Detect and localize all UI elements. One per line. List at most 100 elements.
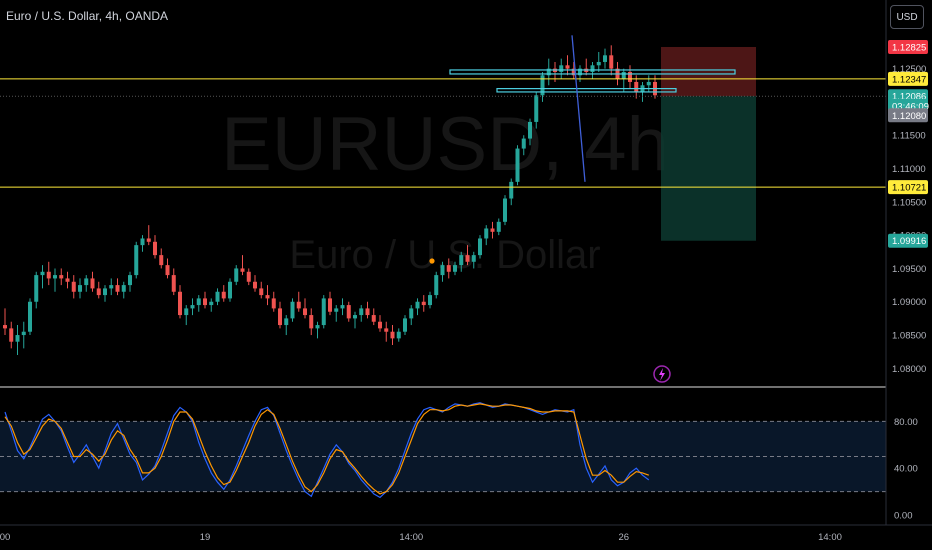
candle-body <box>159 255 164 266</box>
candle-body <box>196 298 201 306</box>
candle-body <box>571 68 576 76</box>
price-tick-label: 1.09500 <box>892 264 926 275</box>
price-tick-label: 1.08000 <box>892 364 926 375</box>
candle-body <box>403 318 407 332</box>
price-tag-label: 03:46:09 <box>892 101 929 112</box>
candle-body <box>215 291 220 302</box>
candle-body <box>259 288 264 296</box>
candle-body <box>96 288 101 296</box>
candle-body <box>346 305 351 319</box>
candle-body <box>46 271 51 279</box>
candle-body <box>453 265 457 272</box>
candle-body <box>415 301 420 309</box>
candle-body <box>428 295 432 306</box>
currency-button[interactable]: USD <box>890 5 924 29</box>
stop-loss-zone <box>661 46 756 97</box>
candle-body <box>328 298 332 312</box>
candle-body <box>153 241 157 256</box>
candle-body <box>59 275 64 279</box>
candle-body <box>634 81 639 92</box>
price-tag <box>888 39 928 54</box>
price-tick-label: 1.09000 <box>892 297 926 308</box>
candle-body <box>590 65 595 72</box>
candle-body <box>440 265 445 276</box>
stochastic-tick-label: 80.00 <box>894 417 918 428</box>
candle-body <box>578 68 582 76</box>
candle-body <box>559 65 564 72</box>
candle-body <box>9 328 14 342</box>
candle-body <box>546 68 551 76</box>
candle-body <box>34 275 39 302</box>
candle-body <box>53 275 57 279</box>
candle-body <box>303 308 307 316</box>
candle-body <box>496 221 501 232</box>
price-tag <box>888 108 928 123</box>
candle-body <box>15 335 20 342</box>
candle-body <box>490 228 495 232</box>
time-tick-label: 14:00 <box>818 532 842 543</box>
candle-body <box>621 71 626 79</box>
candle-body <box>540 75 545 96</box>
candle-body <box>409 308 414 319</box>
resistance-zone <box>496 88 677 93</box>
candle-body <box>465 255 470 262</box>
candle-body <box>378 321 382 329</box>
price-tag-label: 1.12825 <box>892 42 926 53</box>
candle-body <box>521 138 526 149</box>
candle-body <box>603 55 607 62</box>
candle-body <box>459 255 464 266</box>
candle-body <box>71 281 76 292</box>
stochastic-tick-label: 40.00 <box>894 464 918 475</box>
candle-body <box>246 271 251 282</box>
candle-body <box>134 245 139 276</box>
stochastic-pane <box>0 402 886 499</box>
time-tick-label: 26 <box>618 532 629 543</box>
time-tick-label: 14:00 <box>399 532 423 543</box>
price-tag <box>888 180 928 195</box>
price-tick-label: 1.12500 <box>892 64 926 75</box>
watermark-name: Euro / U.S. Dollar <box>289 233 600 277</box>
price-tick-label: 1.08500 <box>892 331 926 342</box>
candle-body <box>209 301 214 306</box>
candle-body <box>315 325 320 329</box>
candle-body <box>190 305 195 309</box>
candle-body <box>65 278 70 282</box>
candle-body <box>353 315 357 319</box>
price-pane <box>0 35 886 383</box>
candle-body <box>528 121 532 139</box>
price-tag-label: 1.12086 <box>892 92 926 103</box>
candle-body <box>359 308 364 316</box>
price-tag-label: 1.12080 <box>892 111 926 122</box>
price-tick-label: 1.11500 <box>892 131 926 142</box>
candle-body <box>628 71 632 82</box>
trend-line <box>571 35 586 182</box>
candle-body <box>115 285 120 292</box>
candle-body <box>203 298 207 306</box>
symbol-title: Euro / U.S. Dollar, 4h, OANDA <box>6 9 169 23</box>
resistance-zone <box>449 69 736 75</box>
candle-body <box>478 238 482 256</box>
price-tag <box>888 71 928 86</box>
candle-body <box>371 315 376 322</box>
candle-body <box>509 181 514 199</box>
candle-body <box>184 308 189 316</box>
price-tag-label: 1.12347 <box>892 74 926 85</box>
take-profit-zone <box>661 96 756 241</box>
candle-body <box>103 288 107 296</box>
candle-body <box>296 301 301 309</box>
time-tick-label: 00 <box>0 532 10 543</box>
candle-body <box>171 275 176 292</box>
candle-body <box>446 265 451 272</box>
stochastic-d-line <box>4 403 650 495</box>
candle-body <box>503 198 507 222</box>
candle-body <box>253 281 257 289</box>
candle-body <box>146 238 151 242</box>
candle-body <box>290 301 295 319</box>
candle-body <box>84 278 89 286</box>
candle-body <box>609 55 614 69</box>
candle-body <box>396 331 401 339</box>
event-marker <box>429 258 435 264</box>
candle-body <box>109 285 114 289</box>
candle-body <box>28 301 32 332</box>
